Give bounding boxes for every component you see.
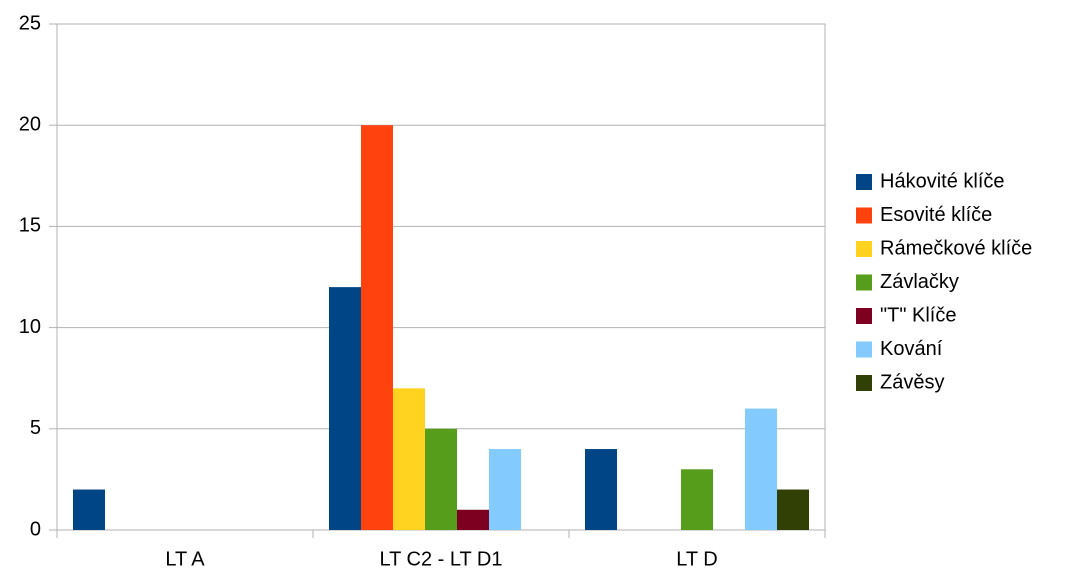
legend-label: Esovité klíče: [880, 204, 992, 226]
legend-swatch: [856, 207, 872, 224]
x-tick-label: LT A: [165, 548, 205, 570]
bar: [329, 287, 361, 530]
legend-swatch: [856, 174, 872, 190]
bar: [745, 408, 777, 530]
legend-label: Kování: [880, 338, 943, 360]
bar: [457, 509, 489, 530]
legend-swatch: [856, 241, 872, 257]
legend-label: Závěsy: [880, 371, 944, 393]
legend-swatch: [856, 375, 872, 391]
bar: [73, 489, 105, 530]
bar: [425, 428, 457, 530]
x-tick-label: LT D: [676, 548, 718, 570]
y-tick-label: 15: [19, 215, 41, 237]
y-tick-label: 0: [30, 518, 41, 540]
legend-label: Závlačky: [880, 271, 959, 293]
legend-label: Hákovité klíče: [880, 170, 1005, 192]
bar: [361, 125, 393, 530]
y-tick-label: 20: [19, 113, 41, 135]
legend-label: Rámečkové klíče: [880, 237, 1032, 259]
legend-label: "T" Klíče: [880, 304, 956, 326]
bar: [585, 449, 617, 530]
bar: [489, 449, 521, 530]
legend-swatch: [856, 274, 872, 291]
bar: [777, 489, 809, 530]
x-tick-label: LT C2 - LT D1: [379, 548, 502, 570]
bar: [681, 469, 713, 530]
y-tick-label: 25: [19, 12, 41, 34]
legend-swatch: [856, 308, 872, 324]
bar: [393, 388, 425, 530]
y-tick-label: 5: [30, 417, 41, 439]
legend-swatch: [856, 341, 872, 358]
y-tick-label: 10: [19, 316, 41, 338]
